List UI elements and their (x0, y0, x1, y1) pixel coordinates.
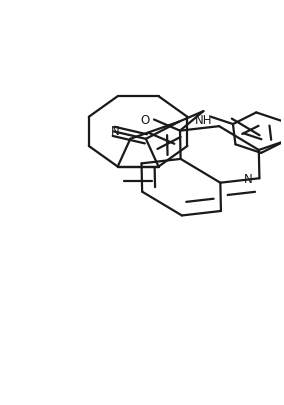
Text: O: O (141, 114, 150, 127)
Text: N: N (244, 172, 253, 185)
Text: NH: NH (195, 114, 212, 127)
Text: N: N (111, 125, 120, 138)
